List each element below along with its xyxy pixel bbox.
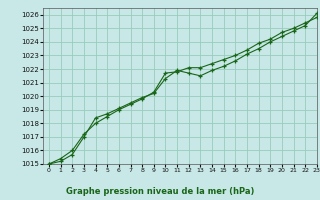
Text: Graphe pression niveau de la mer (hPa): Graphe pression niveau de la mer (hPa): [66, 187, 254, 196]
